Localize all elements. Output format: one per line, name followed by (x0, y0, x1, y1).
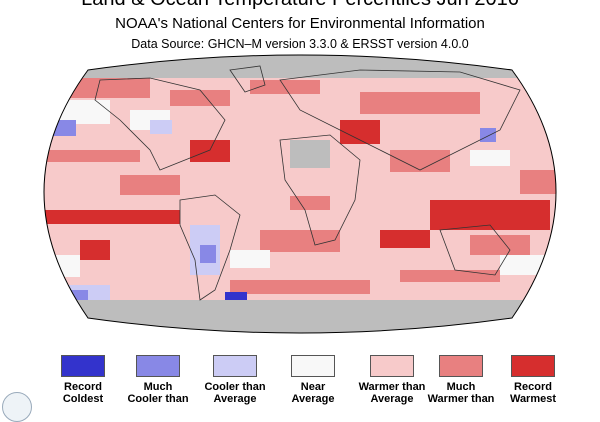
legend-swatch (370, 355, 414, 377)
greenland-outline (229, 65, 266, 93)
grid-cell (500, 255, 556, 275)
legend-swatch (136, 355, 180, 377)
grid-cell (260, 230, 340, 252)
map-border (43, 54, 557, 334)
grid-cell (170, 90, 230, 106)
grid-cell (190, 140, 230, 162)
grid-cell (290, 196, 330, 210)
grid-cell (230, 280, 370, 294)
grid-cell (44, 210, 180, 224)
grid-cell (80, 240, 110, 260)
legend-swatch (511, 355, 555, 377)
legend-label-line1: Near (300, 381, 326, 393)
grid-cell (470, 150, 510, 166)
legend-label-line1: Much (143, 381, 173, 393)
africa-outline (279, 134, 361, 246)
missing-antarctic (44, 300, 556, 333)
grid-cell (150, 120, 172, 134)
missing-arctic (44, 55, 556, 78)
data-source: Data Source: GHCN–M version 3.3.0 & ERSS… (131, 37, 469, 51)
grid-cell (480, 128, 496, 142)
grid-cell (200, 245, 216, 263)
legend-swatch (61, 355, 105, 377)
legend-label-line2: Average (291, 393, 335, 405)
legend-label-line2: Average (213, 393, 257, 405)
grid-cell (48, 120, 76, 136)
legend-label-line1: Record (64, 381, 102, 393)
grid-cell (380, 230, 430, 248)
legend-record-coldest: Record Coldest (38, 355, 128, 405)
legend-near-average: Near Average (268, 355, 358, 405)
grid-cell (390, 150, 450, 172)
legend-label-line1: Warmer than (358, 381, 426, 393)
noaa-logo (2, 392, 32, 422)
grid-cell (60, 78, 150, 98)
legend-label-line1: Much (446, 381, 476, 393)
north-america-outline (94, 77, 226, 171)
grid-cell (470, 235, 530, 255)
legend-label-line2: Warmest (509, 393, 557, 405)
australia-outline (439, 224, 511, 276)
south-america-outline (179, 194, 241, 301)
missing-africa (290, 140, 330, 168)
grid-cell (44, 150, 140, 162)
map-area (44, 55, 556, 333)
eurasia-outline (279, 69, 521, 171)
grid-cell (400, 270, 500, 282)
grid-cell (44, 255, 80, 277)
legend-swatch (213, 355, 257, 377)
legend-swatch (439, 355, 483, 377)
grid-cell (230, 250, 270, 268)
legend-record-warmest: Record Warmest (488, 355, 578, 405)
coastlines (94, 65, 521, 301)
legend-label-line1: Record (514, 381, 552, 393)
grid-cell (120, 175, 180, 195)
grid-cell (360, 92, 480, 114)
map-title: Land & Ocean Temperature Percentiles Jun… (0, 0, 600, 11)
grid-cell (520, 170, 556, 194)
legend-swatch (291, 355, 335, 377)
world-percentile-map (43, 54, 557, 334)
map-subtitle: NOAA's National Centers for Environmenta… (115, 15, 485, 32)
legend-label-line1: Cooler than (204, 381, 266, 393)
legend-cooler: Cooler than Average (190, 355, 280, 405)
